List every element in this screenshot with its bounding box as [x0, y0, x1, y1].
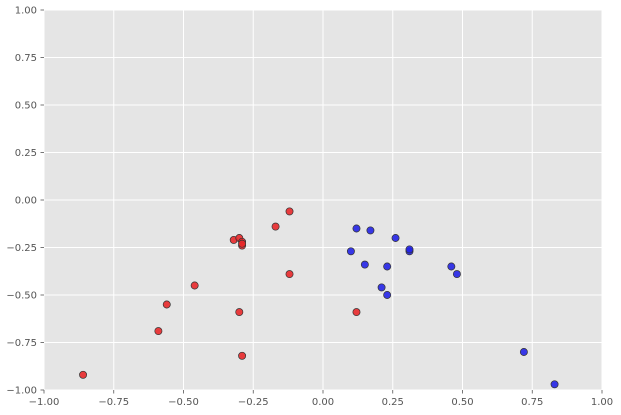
- x-tick-label: 0.25: [382, 397, 404, 408]
- data-point: [447, 262, 456, 271]
- series-2: [346, 224, 559, 389]
- data-point: [285, 207, 294, 216]
- data-point: [352, 308, 361, 317]
- data-point: [405, 245, 414, 254]
- data-point: [162, 300, 171, 309]
- y-axis-ticks: 1.00 0.75 0.50 0.25 0.00 −0.25 −0.50 −0.75 −1.00: [6, 6, 44, 397]
- x-tick-label: −0.50: [168, 397, 199, 408]
- x-tick-label: 0.00: [312, 397, 334, 408]
- data-point: [271, 222, 280, 231]
- data-point: [238, 239, 247, 248]
- x-tick-label: −0.75: [98, 397, 129, 408]
- data-point: [352, 224, 361, 233]
- y-tick-label: 0.50: [15, 101, 37, 112]
- x-tick-label: 0.50: [451, 397, 473, 408]
- x-tick-label: −1.00: [29, 397, 60, 408]
- data-point: [285, 270, 294, 279]
- data-point: [519, 348, 528, 356]
- data-point: [391, 234, 400, 242]
- x-tick-label: 0.75: [521, 397, 543, 408]
- data-point: [190, 281, 199, 290]
- data-point: [550, 380, 559, 389]
- y-tick-label: −1.00: [6, 386, 37, 397]
- series-1: [79, 207, 361, 379]
- x-tick-label: −0.25: [238, 397, 269, 408]
- data-point: [346, 247, 355, 256]
- x-tick-label: 1.00: [591, 397, 613, 408]
- data-point: [383, 262, 392, 271]
- y-tick-label: 0.75: [15, 53, 37, 64]
- y-tick-label: −0.25: [6, 243, 37, 254]
- y-tick-label: 0.25: [15, 148, 37, 159]
- data-point: [238, 351, 247, 360]
- data-points: [79, 207, 559, 389]
- data-point: [79, 370, 88, 379]
- gridlines: [43, 9, 603, 391]
- data-point: [452, 270, 461, 279]
- data-point: [235, 308, 244, 317]
- data-point: [154, 327, 163, 336]
- data-point: [360, 260, 369, 269]
- y-tick-label: 0.00: [15, 196, 37, 207]
- data-point: [366, 226, 375, 235]
- data-point: [383, 291, 392, 299]
- data-point: [377, 283, 386, 292]
- x-axis-ticks: −1.00 −0.75 −0.50 −0.25 0.00 0.25 0.50 0.75 1.00: [29, 390, 613, 408]
- y-tick-label: −0.75: [6, 338, 37, 349]
- y-tick-label: 1.00: [15, 6, 37, 17]
- y-tick-label: −0.50: [6, 291, 37, 302]
